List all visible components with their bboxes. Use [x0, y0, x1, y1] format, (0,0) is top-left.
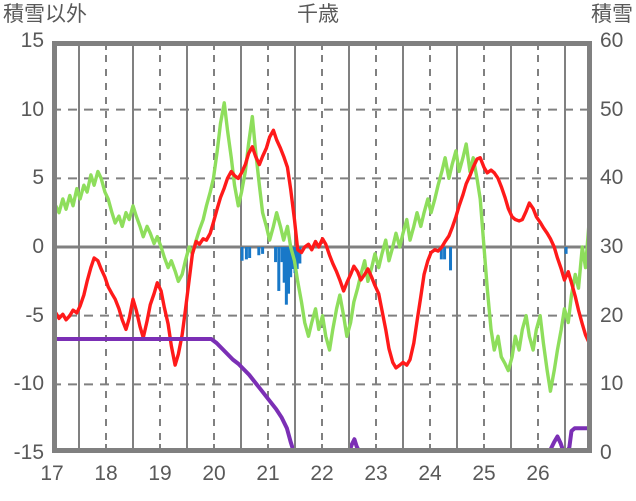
- plot-area: [52, 41, 592, 453]
- left-axis-tick: 15: [20, 29, 44, 52]
- x-axis-tick: 23: [364, 462, 388, 485]
- left-axis-tick: 0: [32, 235, 44, 258]
- right-axis-caption: 積雪: [591, 3, 633, 26]
- right-axis-tick: 50: [600, 97, 624, 121]
- x-axis-tick: 19: [148, 462, 172, 485]
- left-axis-tick: -10: [13, 372, 44, 396]
- x-axis-tick: 26: [526, 462, 550, 485]
- right-axis-tick: 60: [600, 29, 624, 52]
- right-axis-tick: 0: [600, 441, 612, 464]
- x-axis-tick: 21: [256, 462, 280, 485]
- axis-ticks: [52, 41, 592, 453]
- left-axis-caption: 積雪以外: [3, 3, 87, 26]
- x-axis-tick: 20: [202, 462, 226, 485]
- chart-title: 千歳: [297, 3, 339, 26]
- left-axis-tick: -5: [25, 303, 44, 327]
- x-axis-tick: 17: [40, 462, 64, 485]
- right-axis-tick: 20: [600, 303, 624, 327]
- right-axis-tick: 10: [600, 372, 624, 396]
- right-axis-tick: 30: [600, 235, 624, 258]
- right-axis-tick: 40: [600, 166, 624, 190]
- blue-bars-series: [240, 247, 568, 305]
- x-axis-tick: 25: [472, 462, 496, 485]
- left-axis-tick: 5: [32, 166, 44, 190]
- chart-canvas: [52, 41, 592, 453]
- left-axis-tick: 10: [20, 97, 44, 121]
- gridlines: [52, 41, 592, 453]
- x-axis-tick: 18: [94, 462, 118, 485]
- line-series-group: [52, 101, 592, 453]
- x-axis-tick: 24: [418, 462, 442, 485]
- x-axis-tick: 22: [310, 462, 334, 485]
- left-axis-tick: -15: [13, 441, 44, 464]
